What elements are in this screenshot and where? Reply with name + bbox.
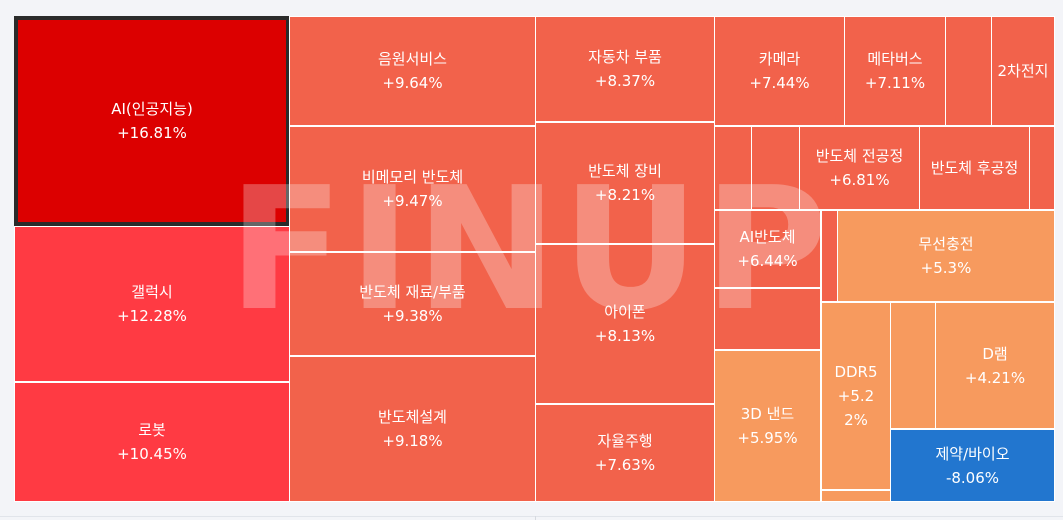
treemap-tile[interactable] xyxy=(945,16,992,126)
tile-change: +6.81% xyxy=(829,171,890,189)
treemap-tile[interactable]: 비메모리 반도체 +9.47% xyxy=(289,126,536,252)
treemap-tile[interactable]: 반도체 후공정 xyxy=(919,126,1030,210)
tile-name: 아이폰 xyxy=(604,303,646,321)
tile-label: 메타버스 +7.11% xyxy=(861,47,929,95)
tile-change: +7.44% xyxy=(749,74,810,92)
tile-label: 로봇 +10.45% xyxy=(113,418,191,466)
tile-label: 제약/바이오 -8.06% xyxy=(931,442,1013,490)
tile-label: 반도체설계 +9.18% xyxy=(374,405,451,453)
tile-name: 반도체설계 xyxy=(377,408,447,426)
tile-name: 메타버스 xyxy=(867,50,923,68)
tile-name: 자동차 부품 xyxy=(588,48,662,66)
tile-label: 아이폰 +8.13% xyxy=(591,300,659,348)
tile-label: AI(인공지능) +16.81% xyxy=(107,97,197,145)
treemap-tile[interactable]: D램 +4.21% xyxy=(935,302,1055,429)
treemap-tile[interactable]: 로봇 +10.45% xyxy=(14,382,290,502)
treemap-tile[interactable]: 반도체 재료/부품 +9.38% xyxy=(289,252,536,356)
treemap-tile[interactable] xyxy=(821,210,838,302)
tile-label: 무선충전 +5.3% xyxy=(914,232,977,280)
treemap-tile[interactable]: 자율주행 +7.63% xyxy=(535,404,715,502)
tile-name: 3D 낸드 xyxy=(740,405,795,423)
tile-name: 카메라 xyxy=(758,50,801,68)
tile-label: 비메모리 반도체 +9.47% xyxy=(358,165,467,213)
treemap-tile[interactable] xyxy=(751,126,800,210)
tile-label: 갤럭시 +12.28% xyxy=(113,280,191,328)
tile-name: DDR5 xyxy=(834,363,878,381)
treemap-tile[interactable]: 카메라 +7.44% xyxy=(714,16,845,126)
tile-name: 제약/바이오 xyxy=(935,444,1010,463)
treemap-tile[interactable]: 음원서비스 +9.64% xyxy=(289,16,536,126)
treemap-tile[interactable]: DDR5 +5.22% xyxy=(821,302,891,490)
treemap-tile[interactable]: 반도체 전공정 +6.81% xyxy=(799,126,920,210)
tile-change: +7.63% xyxy=(594,456,656,474)
tile-name: 음원서비스 xyxy=(377,50,447,68)
treemap-tile[interactable]: 아이폰 +8.13% xyxy=(535,244,715,404)
tile-change: +7.11% xyxy=(864,74,926,92)
treemap-tile[interactable]: 자동차 부품 +8.37% xyxy=(535,16,715,122)
bottom-divider xyxy=(0,516,1063,517)
tile-name: 로봇 xyxy=(138,421,166,439)
tile-name: 반도체 후공정 xyxy=(930,159,1019,177)
tile-name: 반도체 전공정 xyxy=(815,147,904,165)
tile-change: +5.22% xyxy=(837,387,875,429)
tile-change: +8.37% xyxy=(594,72,656,90)
tile-change: +4.21% xyxy=(964,368,1026,387)
tile-change: +9.47% xyxy=(382,192,443,210)
treemap-tile[interactable]: 반도체 장비 +8.21% xyxy=(535,122,715,244)
tile-label: 2차전지 xyxy=(994,59,1053,83)
tile-label: 자율주행 +7.63% xyxy=(591,429,659,477)
tile-label: 반도체 장비 +8.21% xyxy=(584,159,666,207)
tile-name: 갤럭시 xyxy=(131,283,173,301)
treemap-tile[interactable]: 반도체설계 +9.18% xyxy=(289,356,536,502)
tile-change: +9.18% xyxy=(382,432,443,450)
treemap-tile[interactable]: AI(인공지능) +16.81% xyxy=(14,16,290,226)
treemap-tile[interactable]: AI반도체 +6.44% xyxy=(714,210,821,288)
tile-label: 자동차 부품 +8.37% xyxy=(584,45,666,93)
treemap-tile[interactable]: 무선충전 +5.3% xyxy=(837,210,1055,302)
tile-label: AI반도체 +6.44% xyxy=(733,225,801,273)
tile-change: +9.38% xyxy=(382,307,443,325)
treemap-tile[interactable]: 2차전지 xyxy=(991,16,1055,126)
tile-name: 반도체 장비 xyxy=(588,162,662,180)
tile-change: +16.81% xyxy=(117,124,187,142)
tile-name: 무선충전 xyxy=(918,235,974,253)
treemap-tile[interactable] xyxy=(714,126,752,210)
tile-name: 2차전지 xyxy=(997,62,1049,80)
tile-label: 반도체 후공정 xyxy=(927,156,1023,180)
treemap-tile[interactable]: 갤럭시 +12.28% xyxy=(14,226,290,382)
treemap-tile[interactable]: 3D 낸드 +5.95% xyxy=(714,350,821,502)
tile-label: 카메라 +7.44% xyxy=(745,47,813,95)
tile-change: +10.45% xyxy=(117,445,187,463)
tile-change: +8.21% xyxy=(594,186,656,204)
treemap-tile[interactable]: 메타버스 +7.11% xyxy=(844,16,946,126)
tile-label: DDR5 +5.22% xyxy=(822,360,890,432)
tile-label: 반도체 재료/부품 +9.38% xyxy=(355,280,469,328)
tile-name: 비메모리 반도체 xyxy=(361,168,464,186)
treemap-tile[interactable]: 제약/바이오 -8.06% xyxy=(890,429,1055,502)
tile-name: D램 xyxy=(982,344,1008,363)
tile-label: D램 +4.21% xyxy=(961,342,1029,390)
tile-change: -8.06% xyxy=(945,468,1000,487)
bottom-divider-tick xyxy=(535,516,536,520)
tile-label: 3D 낸드 +5.95% xyxy=(733,402,801,450)
tile-label: 반도체 전공정 +6.81% xyxy=(812,144,908,192)
treemap-tile[interactable] xyxy=(1029,126,1055,210)
tile-change: +9.64% xyxy=(382,74,443,92)
tile-change: +8.13% xyxy=(594,327,656,345)
tile-name: AI(인공지능) xyxy=(111,100,193,118)
tile-name: 자율주행 xyxy=(597,432,653,450)
tile-change: +5.95% xyxy=(737,429,798,447)
tile-label: 음원서비스 +9.64% xyxy=(374,47,451,95)
tile-name: 반도체 재료/부품 xyxy=(359,283,466,301)
treemap-tile[interactable] xyxy=(890,302,936,429)
treemap-tile[interactable] xyxy=(821,490,891,502)
tile-change: +6.44% xyxy=(737,252,798,270)
tile-name: AI반도체 xyxy=(739,228,796,246)
tile-change: +12.28% xyxy=(117,307,187,325)
treemap-tile[interactable] xyxy=(714,288,821,350)
tile-change: +5.3% xyxy=(920,259,972,277)
